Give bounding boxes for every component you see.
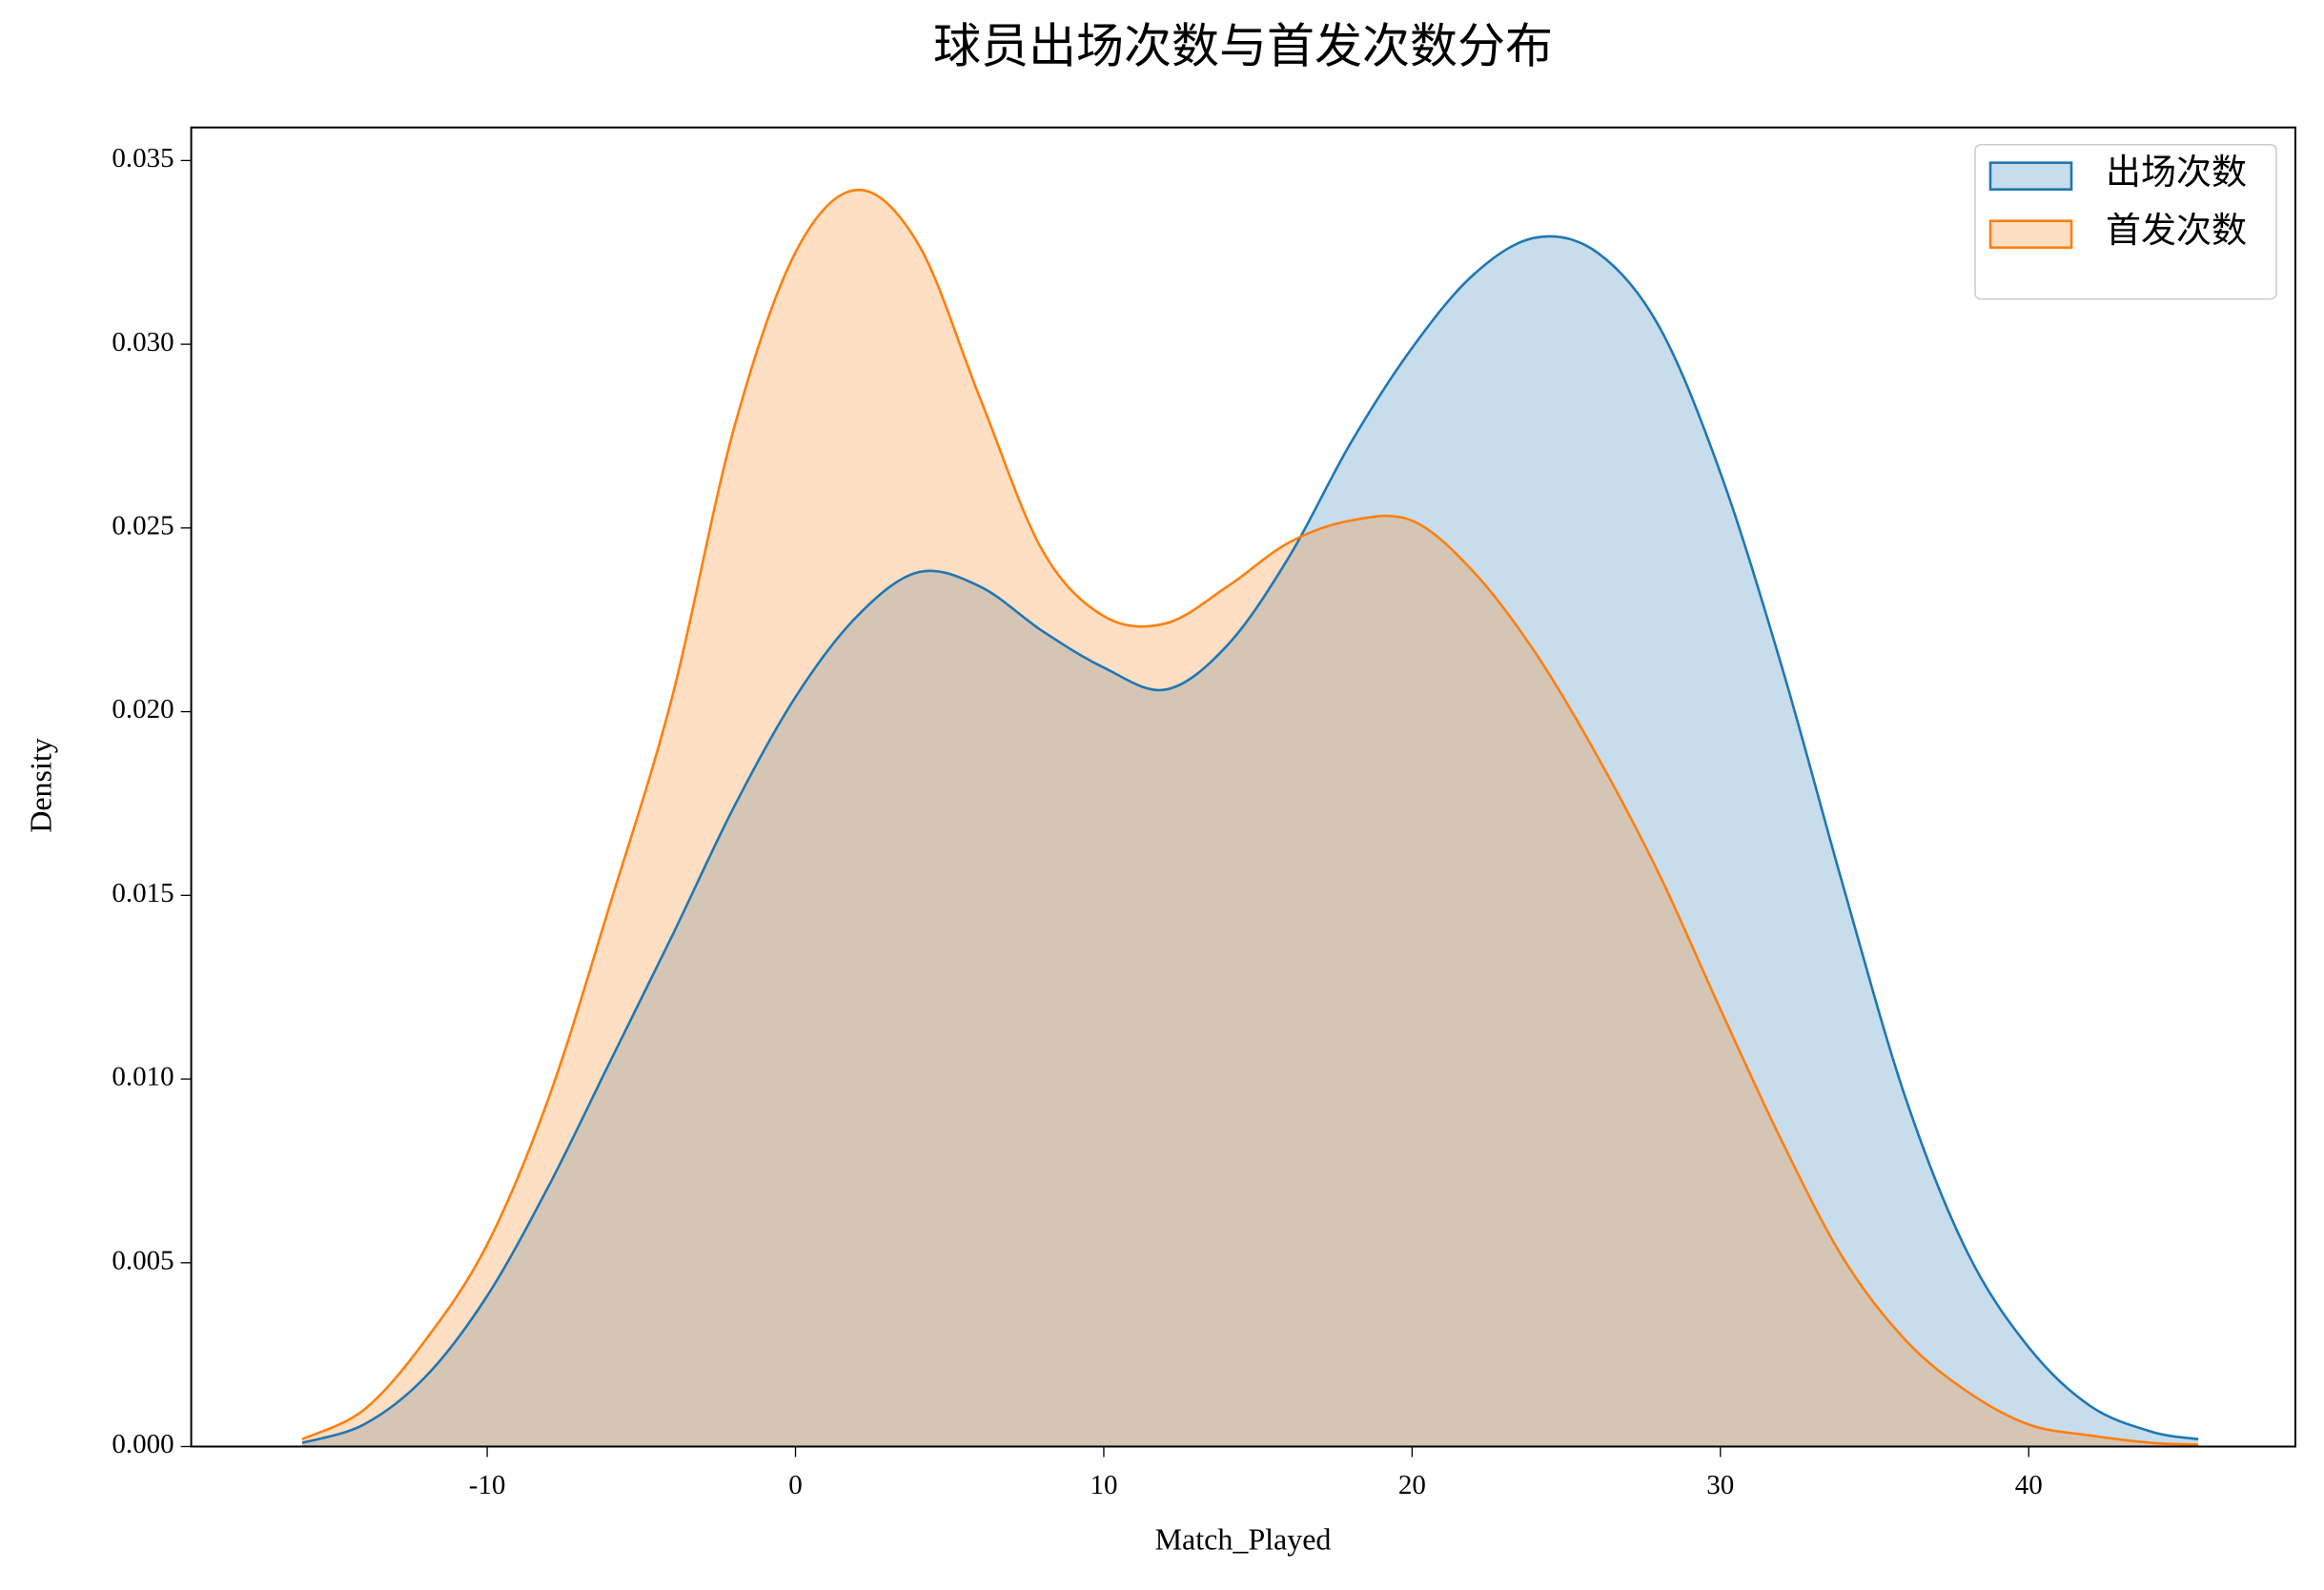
x-axis-label: Match_Played xyxy=(1155,1521,1332,1556)
x-tick-label: 0 xyxy=(788,1470,803,1500)
density-line xyxy=(301,234,2199,1444)
y-tick-label: 0.010 xyxy=(112,1062,173,1092)
x-tick-label: 30 xyxy=(1706,1470,1734,1500)
chart-title: 球员出场次数与首发次数分布 xyxy=(933,19,1553,72)
density-area xyxy=(302,235,2199,1447)
legend-label: 出场次数 xyxy=(2106,153,2247,193)
y-tick-label: 0.035 xyxy=(112,143,173,173)
y-tick-label: 0.000 xyxy=(112,1429,173,1459)
y-tick-label: 0.030 xyxy=(112,327,173,357)
x-tick-label: 20 xyxy=(1398,1470,1426,1500)
density-line xyxy=(301,188,2199,1446)
density-area xyxy=(302,190,2199,1447)
x-tick-label: 40 xyxy=(2015,1470,2043,1500)
x-tick-label: -10 xyxy=(469,1470,506,1500)
y-tick-label: 0.020 xyxy=(112,694,173,724)
plot-frame xyxy=(190,126,2296,1448)
legend-swatch xyxy=(1988,161,2073,191)
legend-frame xyxy=(1974,143,2277,300)
legend-swatch xyxy=(1988,219,2073,249)
legend-label: 首发次数 xyxy=(2106,211,2247,251)
y-tick-label: 0.015 xyxy=(112,878,173,908)
y-axis-label: Density xyxy=(23,738,57,833)
x-tick-label: 10 xyxy=(1090,1470,1117,1500)
y-tick-label: 0.025 xyxy=(112,511,173,541)
y-tick-label: 0.005 xyxy=(112,1245,173,1275)
